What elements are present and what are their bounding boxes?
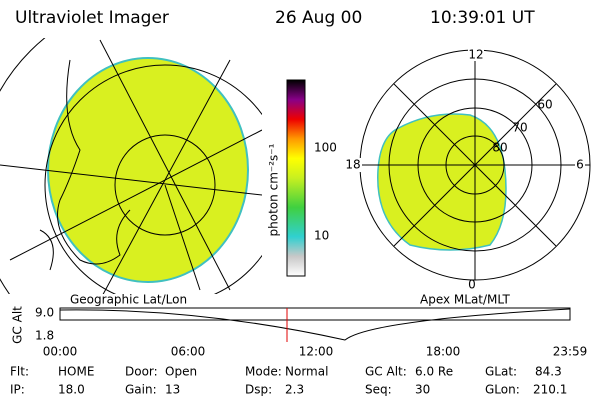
colorbar-unit: photon cm⁻²s⁻¹: [267, 143, 281, 236]
field-value: 13: [165, 383, 180, 397]
field-value: 210.1: [533, 383, 567, 397]
field-value: Open: [165, 365, 197, 379]
field-label: Mode:: [245, 365, 282, 379]
colorbar: [286, 79, 306, 277]
field-label: Seq:: [365, 383, 392, 397]
lat-label: 70: [512, 121, 527, 135]
field-value: 2.3: [285, 383, 304, 397]
altitude-curve: [59, 308, 571, 341]
mlt-label: 18: [345, 158, 360, 172]
colorbar-tick: 10: [314, 229, 329, 243]
altitude-tick: 9.0: [35, 306, 54, 320]
field-value: 84.3: [535, 365, 562, 379]
field-value: Normal: [285, 365, 328, 379]
panel-label: Apex MLat/MLT: [420, 293, 510, 307]
altitude-axis-label: GC Alt: [11, 306, 25, 344]
field-label: GLon:: [485, 383, 520, 397]
mlt-label: 6: [576, 158, 584, 172]
field-label: GLat:: [485, 365, 517, 379]
field-value: 18.0: [58, 383, 85, 397]
altitude-tick: 1.8: [35, 329, 54, 343]
field-label: Door:: [125, 365, 158, 379]
time-tick: 12:00: [299, 345, 334, 359]
panel-label: Geographic Lat/Lon: [70, 293, 187, 307]
time-tick: 18:00: [426, 345, 461, 359]
time-tick: 06:00: [171, 345, 206, 359]
mlt-label: 12: [468, 48, 483, 62]
lat-label: 60: [537, 98, 552, 112]
altitude-plot-frame: [59, 307, 571, 321]
field-value: 6.0 Re: [415, 365, 453, 379]
polar-plot: [344, 47, 591, 281]
lat-label: 80: [492, 141, 507, 155]
time-tick: 00:00: [43, 345, 78, 359]
field-label: Dsp:: [245, 383, 272, 397]
field-label: Gain:: [125, 383, 157, 397]
field-label: Flt:: [10, 365, 29, 379]
colorbar-tick: 100: [314, 141, 337, 155]
field-label: IP:: [10, 383, 25, 397]
field-value: HOME: [58, 365, 94, 379]
geographic-image: [0, 38, 262, 294]
time-tick: 23:59: [553, 345, 588, 359]
time: 10:39:01 UT: [430, 8, 535, 28]
date: 26 Aug 00: [275, 8, 362, 28]
instrument-title: Ultraviolet Imager: [15, 8, 169, 28]
mlt-label: 0: [468, 278, 476, 292]
field-value: 30: [415, 383, 430, 397]
field-label: GC Alt:: [365, 365, 407, 379]
